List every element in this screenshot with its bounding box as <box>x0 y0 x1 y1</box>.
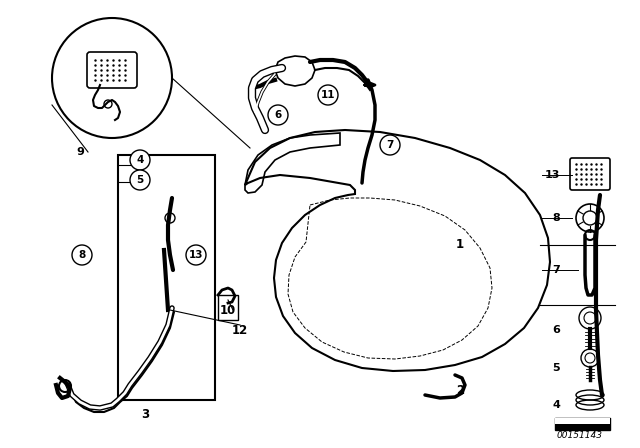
Text: 3: 3 <box>141 409 149 422</box>
Text: 7: 7 <box>387 140 394 150</box>
Circle shape <box>380 135 400 155</box>
Circle shape <box>186 245 206 265</box>
Text: 5: 5 <box>552 363 560 373</box>
Text: 13: 13 <box>189 250 204 260</box>
Bar <box>555 418 610 430</box>
Text: 11: 11 <box>321 90 335 100</box>
Text: 13: 13 <box>545 170 560 180</box>
Circle shape <box>130 150 150 170</box>
Text: 6: 6 <box>552 325 560 335</box>
Circle shape <box>72 245 92 265</box>
Bar <box>555 418 610 424</box>
Text: 6: 6 <box>275 110 282 120</box>
Text: 10: 10 <box>220 303 236 316</box>
Circle shape <box>52 18 172 138</box>
Text: 5: 5 <box>136 175 143 185</box>
Text: 8: 8 <box>78 250 86 260</box>
Text: 1: 1 <box>456 238 464 251</box>
Bar <box>218 295 238 320</box>
Text: 8: 8 <box>552 213 560 223</box>
Bar <box>118 155 215 400</box>
Text: 12: 12 <box>232 323 248 336</box>
Text: 7: 7 <box>552 265 560 275</box>
Text: 00151143: 00151143 <box>557 431 603 439</box>
Circle shape <box>318 85 338 105</box>
Text: 4: 4 <box>552 400 560 410</box>
Text: 4: 4 <box>136 155 144 165</box>
Circle shape <box>130 170 150 190</box>
Circle shape <box>268 105 288 125</box>
Text: 2: 2 <box>456 383 464 396</box>
Text: 9: 9 <box>76 147 84 157</box>
